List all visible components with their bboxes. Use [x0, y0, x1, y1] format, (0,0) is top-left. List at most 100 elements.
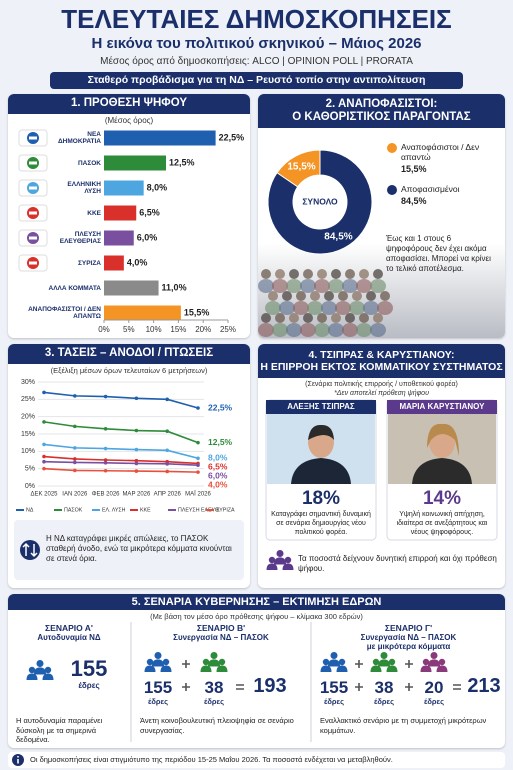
- crowd-head: [345, 269, 355, 279]
- x-tick-label: 15%: [170, 325, 186, 334]
- person-icon: [377, 659, 391, 667]
- y-tick-label: 15%: [21, 431, 35, 438]
- party-logo: [29, 136, 37, 140]
- crowd-head: [303, 269, 313, 279]
- x-tick-label: ΜΑΡ 2026: [122, 492, 151, 498]
- series-line: [43, 467, 199, 473]
- legend-label: ΝΔ: [26, 507, 34, 513]
- data-point: [134, 396, 139, 401]
- bar: [104, 305, 181, 321]
- person-icon: [44, 666, 52, 674]
- category-label: ΕΛΛΗΝΙΚΗ ΛΥΣΗ: [67, 181, 101, 195]
- person-icon: [370, 665, 382, 672]
- person-icon: [436, 665, 448, 672]
- section-title: 1. ΠΡΟΘΕΣΗ ΨΗΦΟΥ: [70, 97, 188, 110]
- plus-sign: [405, 683, 413, 691]
- seats: 155: [70, 656, 108, 681]
- equals-sign: [453, 684, 461, 690]
- person-icon: [327, 659, 341, 667]
- person-description: Υψηλή κοινωνική απήχηση, ιδιαίτερα σε αν…: [396, 511, 488, 536]
- bar: [104, 155, 166, 171]
- value-label: 6,0%: [137, 232, 158, 242]
- crowd-body: [272, 279, 288, 293]
- person-icon: [216, 665, 228, 672]
- banner: Σταθερό προβάδισμα για τη ΝΔ – Ρευστό το…: [50, 72, 463, 89]
- crowd-body: [300, 323, 316, 337]
- data-point: [196, 456, 200, 461]
- crowd-head: [324, 291, 334, 301]
- crowd-body: [342, 279, 358, 293]
- data-point: [165, 448, 169, 453]
- legend-label: ΠΛΕΥΣΗ ΕΛΕΥΘ.: [178, 507, 220, 513]
- x-tick-label: ΑΠΡ 2026: [154, 492, 182, 498]
- crowd-body: [265, 301, 281, 315]
- crowd-head: [352, 291, 362, 301]
- note-box: [14, 520, 244, 580]
- plus-sign: [182, 683, 190, 691]
- end-label: 4,0%: [208, 480, 228, 490]
- slice-label: 15,5%: [287, 162, 315, 173]
- crowd-head: [296, 291, 306, 301]
- y-tick-label: 25%: [21, 396, 35, 403]
- data-point: [165, 469, 169, 474]
- crowd-body: [356, 323, 372, 337]
- chart-subtitle: (Εξέλιξη μέσων όρων τελευταίων 6 μετρήσε…: [50, 366, 208, 375]
- legend-label: ΕΛ. ΛΥΣΗ: [102, 507, 126, 513]
- person-icon: [33, 667, 47, 675]
- section-header: 2. ΑΝΑΠΟΦΑΣΙΣΤΟΙ: Ο ΚΑΘΟΡΙΣΤΙΚΟΣ ΠΑΡΑΓΟΝΤ…: [258, 94, 505, 128]
- category-label: ΠΛΕΥΣΗ ΕΛΕΥΘΕΡΙΑΣ: [59, 231, 101, 245]
- data-point: [42, 442, 46, 447]
- person-icon: [26, 673, 38, 680]
- person-icon: [210, 651, 218, 660]
- panel-graphics: 15,5% 84,5% ΣΥΝΟΛΟ: [258, 143, 505, 338]
- person-icon: [266, 563, 278, 570]
- crowd-head: [331, 269, 341, 279]
- section-title: 2. ΑΝΑΠΟΦΑΣΙΣΤΟΙ:: [325, 97, 438, 110]
- person-icon: [322, 658, 330, 666]
- series-line: [43, 455, 199, 465]
- crowd-head: [282, 291, 292, 301]
- value-label: 6,5%: [139, 207, 160, 217]
- data-point: [103, 394, 108, 399]
- photo-hair: [427, 423, 459, 456]
- data-point: [134, 447, 139, 452]
- data-point: [134, 461, 139, 466]
- donut-slice: [267, 149, 373, 255]
- person-icon: [380, 651, 388, 660]
- seats-total: 193: [253, 675, 287, 697]
- person-icon: [146, 658, 154, 666]
- person-icon: [162, 658, 170, 666]
- crowd-head: [275, 269, 285, 279]
- page-title: ΤΕΛΕΥΤΑΙΕΣ ΔΗΜΟΣΚΟΠΗΣΕΙΣ: [61, 4, 452, 34]
- series-line: [43, 443, 199, 460]
- value-label: 4,0%: [127, 257, 148, 267]
- person-icon: [388, 658, 396, 666]
- note: Τα ποσοστά δείχνουν δυνητική επιρροή και…: [298, 554, 497, 573]
- donut-center: [294, 176, 346, 228]
- x-tick-label: ΔΕΚ 2025: [30, 492, 58, 498]
- bar: [104, 205, 137, 221]
- seats-unit: έδρες: [203, 697, 225, 706]
- crowd-body: [356, 279, 372, 293]
- x-tick-label: ΙΑΝ 2026: [62, 492, 88, 498]
- legend-swatch: [387, 185, 397, 195]
- section-header: 3. ΤΑΣΕΙΣ – ΑΝΟΔΟΙ / ΠΤΩΣΕΙΣ: [8, 344, 250, 364]
- party-logo: [29, 261, 37, 265]
- card-band: [387, 400, 497, 414]
- crowd-body: [335, 301, 351, 315]
- person-icon: [36, 659, 44, 668]
- person-icon: [42, 673, 54, 680]
- data-point: [196, 470, 200, 474]
- crowd-head: [359, 269, 369, 279]
- scenario-label: ΣΕΝΑΡΙΟ Α': [45, 623, 93, 633]
- crowd-head: [303, 313, 313, 323]
- crowd-body: [272, 323, 288, 337]
- seats-unit: έδρες: [147, 697, 169, 706]
- crowd-body: [349, 301, 365, 315]
- crowd-head: [310, 291, 320, 301]
- person-icon: [154, 651, 162, 660]
- end-label: 6,0%: [208, 471, 228, 481]
- crowd-head: [261, 313, 271, 323]
- crowd-head: [373, 313, 383, 323]
- crowd-head: [338, 291, 348, 301]
